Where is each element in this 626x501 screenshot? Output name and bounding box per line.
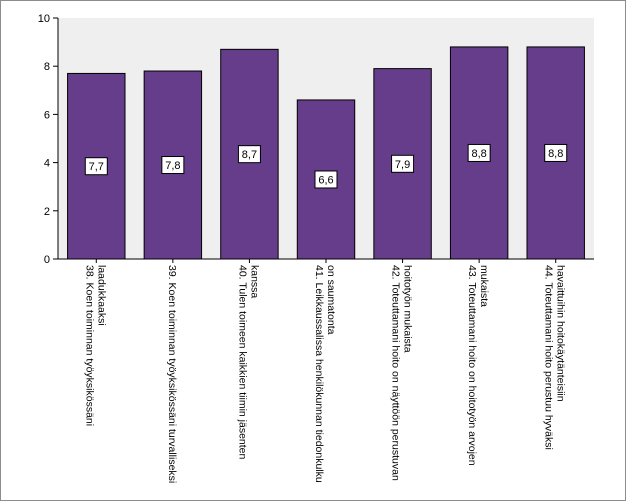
bars: 7,7 7,8 8,7 6,6 7,9 8,8 8,8 (67, 46, 585, 260)
x-tick-label-line: 39. Koen toiminnan työyksikössäni turval… (166, 265, 178, 483)
data-label-box (161, 156, 185, 175)
x-tick-label-line: hoitotyön mukaista (402, 265, 414, 353)
x-tick-label-line: 43. Toteuttamani hoito on hoitotyön arvo… (466, 265, 478, 466)
data-label-box (237, 145, 261, 164)
x-tick-label: 40. Tulen toimeen kaikkien tiimin jäsent… (236, 265, 260, 460)
y-tick-label: 2 (44, 206, 50, 218)
x-tick-label: 43. Toteuttamani hoito on hoitotyön arvo… (466, 265, 490, 466)
x-tick-label-line: 38. Koen toiminnan työyksikössäni (83, 265, 95, 426)
x-tick-label-line: 42. Toteuttamani hoito on näyttöön perus… (390, 265, 402, 481)
data-label-box (467, 143, 491, 162)
y-tick-label: 8 (44, 61, 50, 73)
data-label-box (544, 143, 568, 162)
x-tick-label-line: on saumatonta (325, 265, 337, 335)
data-label: 7,7 (89, 161, 104, 173)
x-tick-label: 41. Leikkaussalissa henkilökunnan tiedon… (313, 265, 337, 483)
data-label: 8,8 (471, 148, 486, 160)
data-label: 6,6 (318, 174, 333, 186)
y-tick-label: 0 (44, 254, 50, 266)
x-tick-label-line: 44. Toteuttamani hoito perustuu hyväksi (543, 265, 555, 450)
data-label: 7,9 (395, 159, 410, 171)
data-label: 8,7 (242, 149, 257, 161)
x-tick-label-line: havaittuihin hoitokäytänteisiin (555, 265, 567, 402)
data-label-box (84, 157, 108, 176)
y-tick-label: 4 (44, 158, 50, 170)
data-label-box (314, 170, 338, 189)
x-tick-label-line: kanssa (248, 265, 260, 298)
x-tick-label: 38. Koen toiminnan työyksikössäni laadukk… (83, 265, 107, 426)
y-axis: 0 2 4 6 8 10 (38, 13, 59, 266)
y-tick-label: 10 (38, 13, 50, 25)
x-tick-label-line: mukaista (478, 265, 490, 307)
data-label: 8,8 (548, 148, 563, 160)
x-axis: 38. Koen toiminnan työyksikössäni laadukk… (58, 258, 594, 483)
x-tick-label: 39. Koen toiminnan työyksikössäni turval… (166, 265, 178, 483)
y-tick-label: 6 (44, 109, 50, 121)
x-tick-label: 44. Toteuttamani hoito perustuu hyväksi h… (543, 265, 567, 450)
data-label: 7,8 (165, 160, 180, 172)
x-tick-label-line: 40. Tulen toimeen kaikkien tiimin jäsent… (236, 265, 248, 460)
data-label-box (391, 154, 415, 173)
x-tick-label-line: laadukkaaksi (95, 265, 107, 326)
x-tick-label: 42. Toteuttamani hoito on näyttöön perus… (390, 265, 414, 481)
x-tick-label-line: 41. Leikkaussalissa henkilökunnan tiedon… (313, 265, 325, 483)
